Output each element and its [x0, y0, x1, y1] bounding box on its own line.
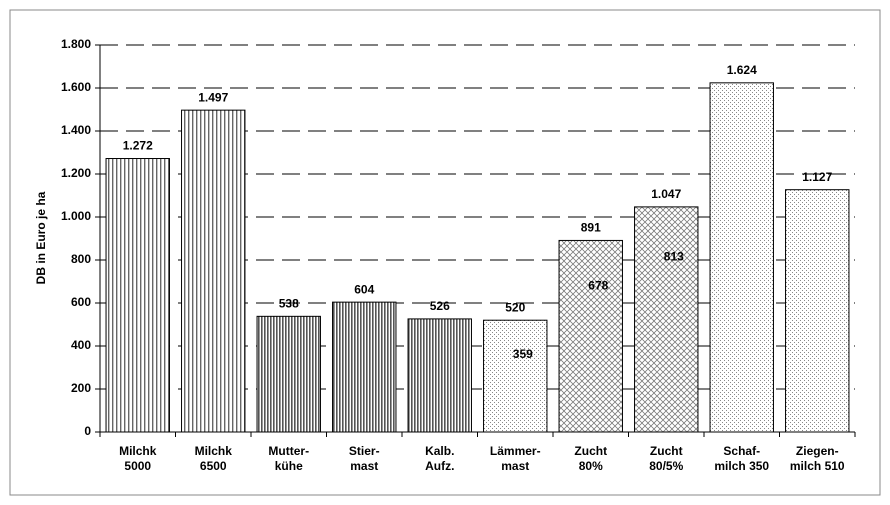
x-tick-label: Lämmer-: [490, 444, 541, 458]
bar: [634, 206, 699, 433]
y-axis-label: DB in Euro je ha: [34, 191, 48, 284]
value-label: 891: [581, 221, 601, 235]
x-tick-label: 5000: [124, 459, 151, 473]
bar: [332, 301, 397, 433]
x-tick-label: mast: [350, 459, 378, 473]
bar: [483, 319, 548, 433]
x-tick-label: 80%: [579, 459, 603, 473]
x-tick-label: Stier-: [349, 444, 380, 458]
bar: [181, 109, 246, 433]
bar: [558, 239, 623, 433]
x-tick-label: milch 510: [790, 459, 845, 473]
bar: [105, 158, 170, 433]
value-label: 1.272: [123, 139, 153, 153]
inner-label: 678: [588, 278, 608, 292]
y-tick-label: 200: [71, 381, 91, 395]
y-tick-label: 800: [71, 252, 91, 266]
x-tick-label: 80/5%: [649, 459, 683, 473]
x-tick-label: Zucht: [650, 444, 683, 458]
x-tick-label: Schaf-: [723, 444, 760, 458]
x-tick-label: Milchk: [119, 444, 157, 458]
value-label: 1.624: [727, 63, 757, 77]
y-tick-label: 600: [71, 295, 91, 309]
value-label: 1.047: [651, 187, 681, 201]
y-tick-label: 0: [84, 424, 91, 438]
y-tick-label: 1.800: [61, 37, 91, 51]
value-label: 520: [505, 300, 525, 314]
x-tick-label: Milchk: [195, 444, 233, 458]
x-tick-label: milch 350: [714, 459, 769, 473]
bar: [407, 318, 472, 433]
x-tick-label: Aufz.: [425, 459, 454, 473]
inner-label: 813: [664, 249, 684, 263]
x-tick-label: Ziegen-: [796, 444, 839, 458]
bar: [709, 82, 774, 433]
y-tick-label: 1.200: [61, 166, 91, 180]
value-label: 526: [430, 299, 450, 313]
value-label: 538: [279, 297, 299, 311]
frame: [9, 9, 881, 496]
value-label: 1.497: [198, 90, 228, 104]
inner-label: 359: [513, 347, 533, 361]
y-tick-label: 1.000: [61, 209, 91, 223]
bar: [785, 189, 850, 433]
y-tick-label: 1.400: [61, 123, 91, 137]
x-tick-label: Zucht: [574, 444, 607, 458]
y-tick-label: 1.600: [61, 80, 91, 94]
value-label: 604: [354, 282, 374, 296]
bar: [256, 315, 321, 433]
x-tick-label: 6500: [200, 459, 227, 473]
x-tick-label: Mutter-: [268, 444, 309, 458]
x-tick-label: mast: [501, 459, 529, 473]
x-tick-label: kühe: [275, 459, 303, 473]
x-tick-label: Kalb.: [425, 444, 454, 458]
y-tick-label: 400: [71, 338, 91, 352]
value-label: 1.127: [802, 170, 832, 184]
